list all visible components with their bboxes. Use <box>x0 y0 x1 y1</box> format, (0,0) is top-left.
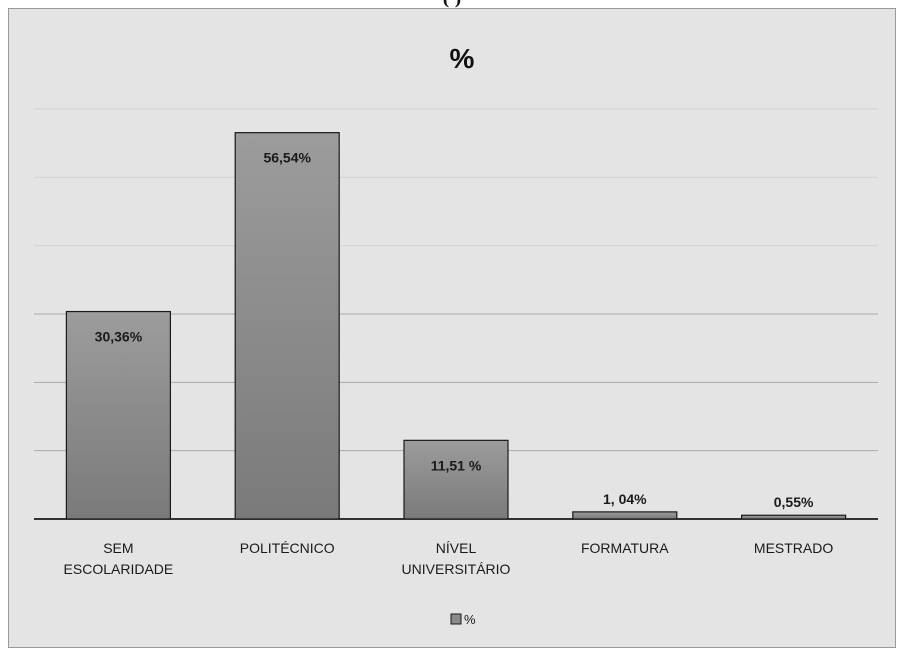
legend-label: % <box>464 612 476 627</box>
cropped-heading: ( ) <box>442 0 462 9</box>
legend: % <box>450 612 476 627</box>
data-label: 1, 04% <box>603 491 647 507</box>
data-label: 30,36% <box>95 329 143 345</box>
category-label: ESCOLARIDADE <box>64 561 174 577</box>
data-label: 56,54% <box>263 150 311 166</box>
legend-swatch <box>450 613 462 625</box>
top-strip <box>0 0 904 8</box>
category-label: MESTRADO <box>754 540 833 556</box>
data-label: 0,55% <box>774 494 814 510</box>
bar <box>65 310 172 520</box>
chart-title: % <box>450 43 475 74</box>
category-label: SEM <box>103 540 133 556</box>
category-label: POLITÉCNICO <box>240 540 335 556</box>
category-label: FORMATURA <box>581 540 669 556</box>
bar <box>234 132 340 520</box>
data-label: 11,51 % <box>431 457 482 473</box>
bar <box>740 514 847 520</box>
category-label: NÍVEL <box>436 540 477 556</box>
bar <box>572 511 678 520</box>
bar <box>403 439 509 520</box>
category-label: UNIVERSITÁRIO <box>402 561 511 577</box>
